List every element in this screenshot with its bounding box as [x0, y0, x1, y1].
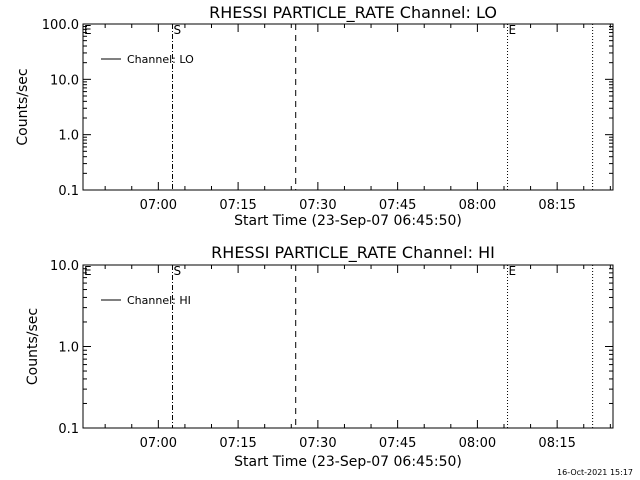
x-tick-label: 07:30 [299, 436, 336, 451]
x-tick-label: 08:00 [459, 436, 496, 451]
event-marker-label: E [509, 23, 517, 37]
chart-title: RHESSI PARTICLE_RATE Channel: LO [209, 3, 497, 23]
footer-timestamp: 16-Oct-2021 15:17 [557, 468, 633, 477]
y-tick-label: 10.0 [50, 73, 79, 88]
y-tick-label: 10.0 [50, 259, 79, 274]
event-marker-label: E [84, 23, 92, 37]
x-tick-label: 08:00 [459, 198, 496, 213]
y-tick-label: 0.1 [58, 184, 79, 199]
x-tick-label: 07:15 [219, 436, 256, 451]
x-tick-label: 07:00 [140, 436, 177, 451]
chart-title: RHESSI PARTICLE_RATE Channel: HI [211, 243, 495, 263]
plot-frame [82, 264, 614, 429]
x-tick-label: 07:30 [299, 198, 336, 213]
y-tick-label: 100.0 [42, 18, 79, 33]
x-tick-label: 07:45 [379, 436, 416, 451]
y-tick-label: 1.0 [58, 129, 79, 144]
event-marker-label: S [174, 23, 182, 37]
y-tick-label: 0.1 [58, 422, 79, 437]
x-tick-label: 07:00 [140, 198, 177, 213]
legend-entry: Channel: LO [127, 53, 194, 66]
event-marker-label: S [174, 264, 182, 278]
event-marker-label: E [84, 264, 92, 278]
y-tick-label: 1.0 [58, 341, 79, 356]
y-axis-label: Counts/sec [25, 308, 41, 385]
legend-entry: Channel: HI [127, 294, 191, 307]
plot-frame [82, 23, 614, 191]
x-axis-label: Start Time (23-Sep-07 06:45:50) [234, 213, 462, 229]
x-tick-label: 07:45 [379, 198, 416, 213]
event-marker-label: E [509, 264, 517, 278]
x-tick-label: 08:15 [538, 198, 575, 213]
x-axis-label: Start Time (23-Sep-07 06:45:50) [234, 454, 462, 470]
x-tick-label: 08:15 [538, 436, 575, 451]
x-tick-label: 07:15 [219, 198, 256, 213]
y-axis-label: Counts/sec [15, 68, 31, 145]
